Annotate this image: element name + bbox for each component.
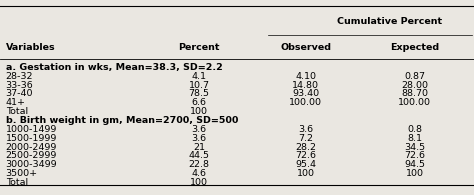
Text: 3.6: 3.6 <box>191 125 207 134</box>
Text: b. Birth weight in gm, Mean=2700, SD=500: b. Birth weight in gm, Mean=2700, SD=500 <box>6 116 238 125</box>
Text: Total: Total <box>6 107 28 116</box>
Text: Percent: Percent <box>178 43 220 52</box>
Text: 94.5: 94.5 <box>404 160 425 169</box>
Text: 88.70: 88.70 <box>401 89 428 98</box>
Text: 72.6: 72.6 <box>404 152 425 160</box>
Text: 7.2: 7.2 <box>298 134 313 143</box>
Text: 22.8: 22.8 <box>189 160 210 169</box>
Text: 0.8: 0.8 <box>407 125 422 134</box>
Text: 4.1: 4.1 <box>191 72 207 81</box>
Text: Expected: Expected <box>390 43 439 52</box>
Text: 93.40: 93.40 <box>292 89 319 98</box>
Text: 33-36: 33-36 <box>6 81 34 90</box>
Text: 4.10: 4.10 <box>295 72 316 81</box>
Text: 41+: 41+ <box>6 98 26 107</box>
Text: 1000-1499: 1000-1499 <box>6 125 57 134</box>
Text: 100.00: 100.00 <box>398 98 431 107</box>
Text: 3.6: 3.6 <box>298 125 313 134</box>
Text: 34.5: 34.5 <box>404 143 425 152</box>
Text: 0.87: 0.87 <box>404 72 425 81</box>
Text: 100: 100 <box>406 169 424 178</box>
Text: 100: 100 <box>190 178 208 187</box>
Text: Observed: Observed <box>280 43 331 52</box>
Text: 1500-1999: 1500-1999 <box>6 134 57 143</box>
Text: 14.80: 14.80 <box>292 81 319 90</box>
Text: 3500+: 3500+ <box>6 169 38 178</box>
Text: 8.1: 8.1 <box>407 134 422 143</box>
Text: 78.5: 78.5 <box>189 89 210 98</box>
Text: 10.7: 10.7 <box>189 81 210 90</box>
Text: 44.5: 44.5 <box>189 152 210 160</box>
Text: 21: 21 <box>193 143 205 152</box>
Text: 28-32: 28-32 <box>6 72 33 81</box>
Text: 4.6: 4.6 <box>191 169 207 178</box>
Text: 6.6: 6.6 <box>191 98 207 107</box>
Text: Variables: Variables <box>6 43 55 52</box>
Text: 100.00: 100.00 <box>289 98 322 107</box>
Text: 95.4: 95.4 <box>295 160 316 169</box>
Text: 100: 100 <box>297 169 315 178</box>
Text: 37-40: 37-40 <box>6 89 33 98</box>
Text: 3.6: 3.6 <box>191 134 207 143</box>
Text: 3000-3499: 3000-3499 <box>6 160 57 169</box>
Text: 2000-2499: 2000-2499 <box>6 143 57 152</box>
Text: 28.2: 28.2 <box>295 143 316 152</box>
Text: 100: 100 <box>190 107 208 116</box>
Text: a. Gestation in wks, Mean=38.3, SD=2.2: a. Gestation in wks, Mean=38.3, SD=2.2 <box>6 63 222 72</box>
Text: Total: Total <box>6 178 28 187</box>
Text: 72.6: 72.6 <box>295 152 316 160</box>
Text: 2500-2999: 2500-2999 <box>6 152 57 160</box>
Text: Cumulative Percent: Cumulative Percent <box>337 17 442 26</box>
Text: 28.00: 28.00 <box>401 81 428 90</box>
